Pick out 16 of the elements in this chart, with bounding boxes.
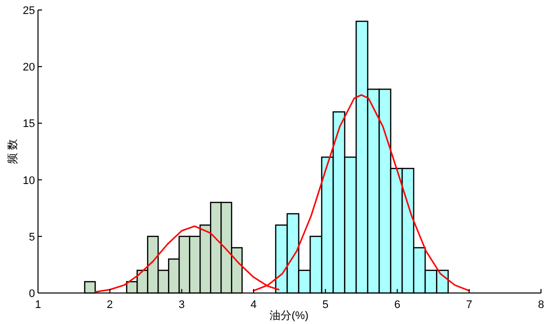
y-tick-label: 10 [22,174,35,187]
x-tick-label: 4 [250,299,257,311]
x-tick-label: 7 [466,299,472,311]
x-tick-label: 1 [34,299,42,311]
y-tick-label: 0 [28,288,35,300]
x-tick-label: 3 [178,299,185,311]
y-tick-label: 5 [28,231,35,244]
x-tick-label: 5 [322,299,328,311]
y-tick-label: 25 [22,5,35,17]
y-tick-label: 20 [22,62,35,74]
x-tick-label: 2 [106,299,113,311]
x-tick-label: 8 [538,299,544,311]
x-axis-title: 油分(%) [269,309,309,322]
y-axis-title: 频 数 [7,138,19,164]
y-tick-label: 15 [22,118,35,130]
x-tick-label: 6 [394,299,400,311]
